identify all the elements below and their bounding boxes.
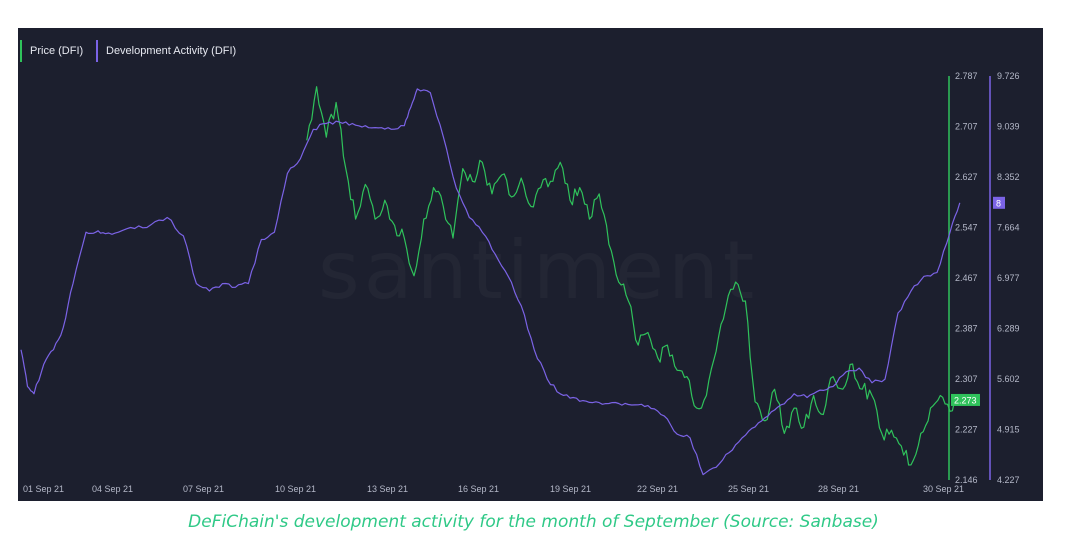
- x-tick-label: 10 Sep 21: [275, 484, 316, 494]
- legend-swatch-dev: [96, 40, 98, 62]
- dev-tick-label: 4.227: [997, 475, 1020, 485]
- dev-tick-label: 5.602: [997, 374, 1020, 384]
- dev-current-badge: [993, 196, 1005, 209]
- price-current-badge: [951, 393, 980, 406]
- x-tick-label: 01 Sep 21: [23, 484, 64, 494]
- x-tick-label: 22 Sep 21: [637, 484, 678, 494]
- dev-tick-label: 7.664: [997, 223, 1020, 233]
- price-tick-label: 2.787: [955, 71, 978, 81]
- x-tick-label: 07 Sep 21: [183, 484, 224, 494]
- legend-label-price: Price (DFI): [30, 45, 84, 57]
- dev-tick-label: 9.039: [997, 122, 1020, 132]
- chart-svg: santiment 01 Sep 21 04 Sep 21 07 Sep 21 10 …: [20, 71, 1020, 494]
- x-tick-label: 16 Sep 21: [458, 484, 499, 494]
- dev-current-label: 8: [996, 198, 1001, 208]
- x-tick-label: 13 Sep 21: [367, 484, 408, 494]
- price-tick-label: 2.627: [955, 172, 978, 182]
- watermark: santiment: [318, 224, 758, 317]
- legend-swatch-price: [20, 40, 22, 62]
- x-tick-label: 25 Sep 21: [728, 484, 769, 494]
- dev-series-line: [20, 88, 961, 476]
- price-series-line: [306, 86, 961, 466]
- x-tick-label: 30 Sep 21: [923, 484, 964, 494]
- price-tick-label: 2.547: [955, 223, 978, 233]
- dev-tick-label: 8.352: [997, 172, 1020, 182]
- tick-layer: 01 Sep 21 04 Sep 21 07 Sep 21 10 Sep 21 13 S…: [23, 71, 1020, 494]
- price-tick-label: 2.307: [955, 374, 978, 384]
- x-tick-label: 28 Sep 21: [818, 484, 859, 494]
- axes-layer: [948, 76, 991, 480]
- chart-caption: DeFiChain's development activity for the…: [188, 512, 879, 532]
- price-tick-label: 2.387: [955, 324, 978, 334]
- chart-panel: santiment 01 Sep 21 04 Sep 21 07 Sep 21 10 …: [18, 28, 1043, 501]
- dev-tick-label: 6.289: [997, 324, 1020, 334]
- dev-tick-label: 6.977: [997, 273, 1020, 283]
- price-tick-label: 2.146: [955, 475, 978, 485]
- series-layer: [20, 86, 961, 476]
- dev-tick-label: 9.726: [997, 71, 1020, 81]
- price-tick-label: 2.467: [955, 273, 978, 283]
- price-current-label: 2.273: [954, 395, 977, 405]
- legend-item-price[interactable]: Price (DFI): [20, 40, 84, 62]
- legend-label-dev: Development Activity (DFI): [106, 45, 237, 57]
- legend-item-dev[interactable]: Development Activity (DFI): [96, 40, 237, 62]
- x-tick-label: 19 Sep 21: [550, 484, 591, 494]
- dev-tick-label: 4.915: [997, 425, 1020, 435]
- price-tick-label: 2.227: [955, 425, 978, 435]
- x-tick-label: 04 Sep 21: [92, 484, 133, 494]
- price-tick-label: 2.707: [955, 122, 978, 132]
